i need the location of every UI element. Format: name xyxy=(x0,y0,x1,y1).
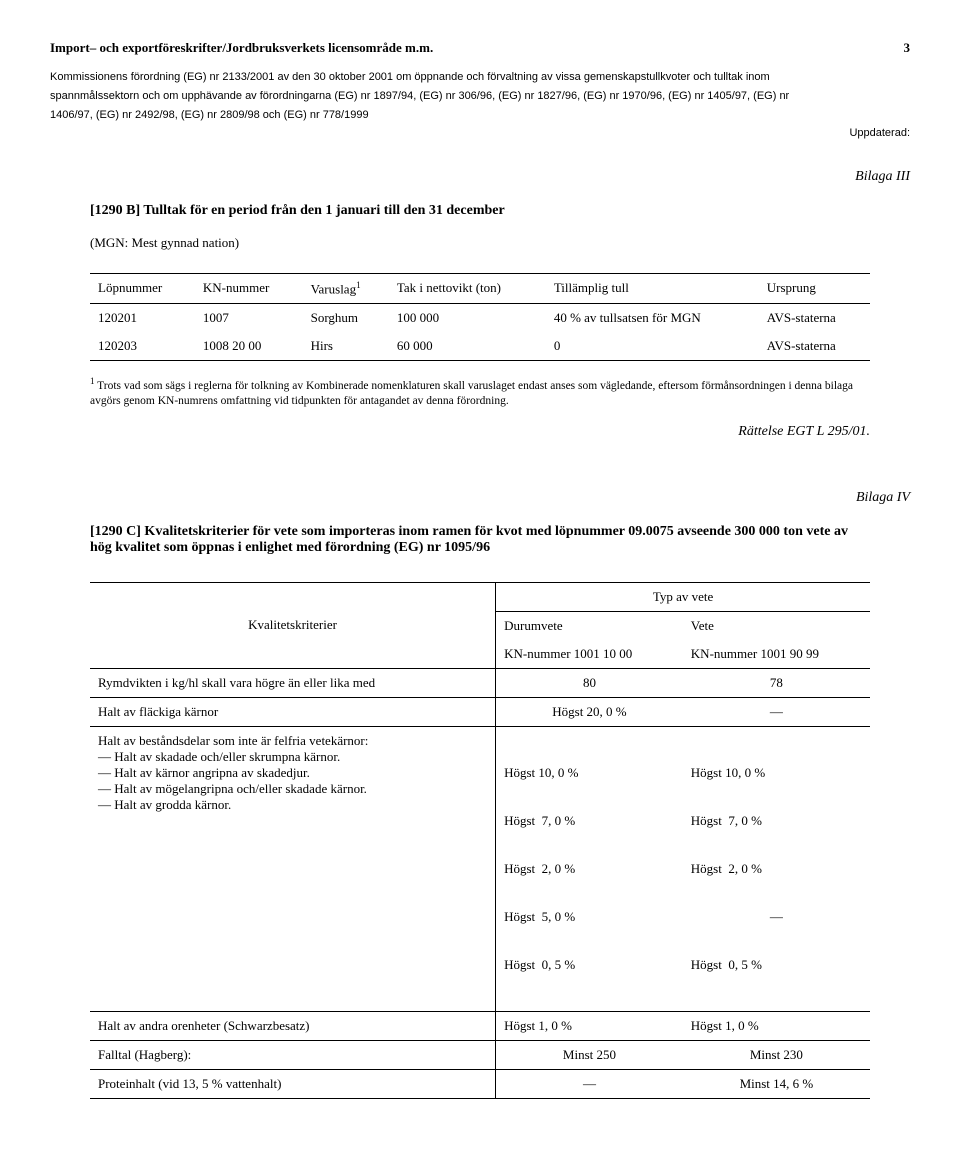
footnote-1: 1 Trots vad som sägs i reglerna för tolk… xyxy=(90,375,870,410)
table-row: 120201 1007 Sorghum 100 000 40 % av tull… xyxy=(90,303,870,332)
mgn-note: (MGN: Mest gynnad nation) xyxy=(90,235,870,251)
header-right: 3 xyxy=(904,40,911,56)
table-row: Falltal (Hagberg): Minst 250 Minst 230 xyxy=(90,1040,870,1069)
section-1-title: [1290 B] Tulltak för en period från den … xyxy=(90,203,870,219)
annex-4-label: Bilaga IV xyxy=(50,490,910,506)
subhead-line: 1406/97, (EG) nr 2492/98, (EG) nr 2809/9… xyxy=(50,108,910,123)
subhead-line: Kommissionens förordning (EG) nr 2133/20… xyxy=(50,70,910,85)
table-row: Halt av fläckiga kärnor Högst 20, 0 % — xyxy=(90,697,870,726)
table-row: Halt av beståndsdelar som inte är felfri… xyxy=(90,726,870,1011)
quality-criteria-table: Typ av vete Kvalitetskriterier Durumvete… xyxy=(90,582,870,1099)
table-row: 120203 1008 20 00 Hirs 60 000 0 AVS-stat… xyxy=(90,332,870,361)
tariff-table: Löpnummer KN-nummer Varuslag1 Tak i nett… xyxy=(90,273,870,361)
col-ursprung: Ursprung xyxy=(759,273,870,303)
col-varuslag: Varuslag1 xyxy=(303,273,389,303)
col-lopnummer: Löpnummer xyxy=(90,273,195,303)
header-left: Import– och exportföreskrifter/Jordbruks… xyxy=(50,40,433,56)
durumvete-header: Durumvete xyxy=(496,611,683,640)
col-tull: Tillämplig tull xyxy=(546,273,759,303)
kvalitetskriterier-header: Kvalitetskriterier xyxy=(90,611,496,640)
col-knnummer: KN-nummer xyxy=(195,273,303,303)
col-tak: Tak i nettovikt (ton) xyxy=(389,273,546,303)
table-row: Proteinhalt (vid 13, 5 % vattenhalt) — M… xyxy=(90,1069,870,1098)
page-header: Import– och exportföreskrifter/Jordbruks… xyxy=(50,40,910,56)
subhead-line: spannmålssektorn och om upphävande av fö… xyxy=(50,89,910,104)
annex-3-label: Bilaga III xyxy=(50,169,910,185)
updated-label: Uppdaterad: xyxy=(50,127,910,139)
kn-right: KN-nummer 1001 90 99 xyxy=(683,640,870,669)
table-row: Halt av andra orenheter (Schwarzbesatz) … xyxy=(90,1011,870,1040)
typ-av-vete-header: Typ av vete xyxy=(496,582,870,611)
kn-left: KN-nummer 1001 10 00 xyxy=(496,640,683,669)
vete-header: Vete xyxy=(683,611,870,640)
correction-note: Rättelse EGT L 295/01. xyxy=(90,424,870,440)
table-row: Rymdvikten i kg/hl skall vara högre än e… xyxy=(90,668,870,697)
subheading: Kommissionens förordning (EG) nr 2133/20… xyxy=(50,70,910,123)
multiline-label: Halt av beståndsdelar som inte är felfri… xyxy=(90,726,496,1011)
section-2-title: [1290 C] Kvalitetskriterier för vete som… xyxy=(90,524,870,556)
